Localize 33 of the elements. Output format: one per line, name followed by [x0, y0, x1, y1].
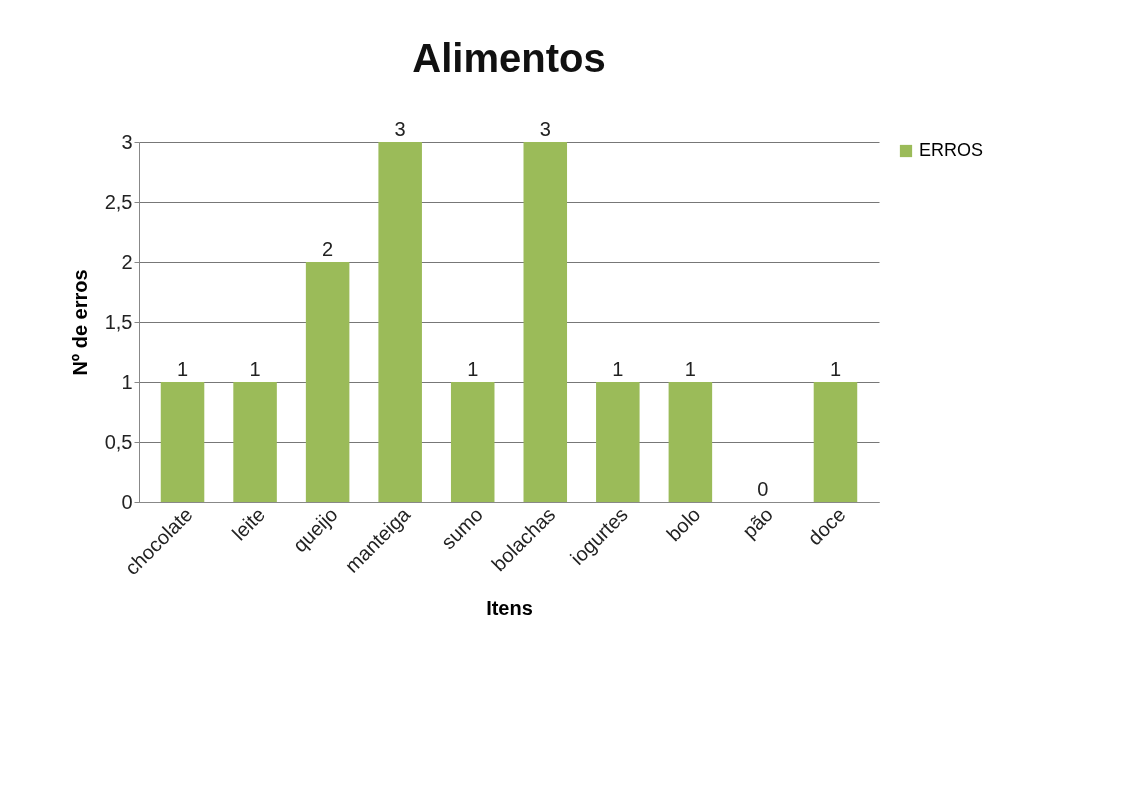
x-tick-label: pão [737, 503, 778, 543]
bar [160, 382, 205, 502]
y-tick-label: 2 [121, 250, 133, 273]
data-label: 1 [467, 358, 479, 380]
data-label: 1 [829, 358, 842, 380]
x-tick-label: bolo [662, 503, 705, 546]
bar [450, 382, 495, 502]
y-tick-label: 0,5 [104, 430, 133, 453]
bar [813, 382, 858, 502]
bar [305, 262, 350, 502]
y-tick-label: 0 [121, 490, 133, 513]
bar [233, 382, 277, 502]
chart-title: Alimentos [412, 36, 606, 80]
data-label: 1 [684, 358, 696, 380]
y-tick-label: 1,5 [104, 310, 133, 333]
bar [668, 382, 713, 502]
bar [523, 142, 568, 502]
data-label: 3 [539, 118, 551, 140]
data-label: 3 [394, 118, 406, 140]
bar [596, 382, 640, 502]
data-label: 0 [757, 478, 769, 500]
x-axis-title: Itens [486, 597, 533, 620]
y-tick-label: 2,5 [104, 190, 133, 213]
data-label: 1 [176, 358, 189, 380]
data-label: 1 [249, 358, 261, 380]
y-tick-label: 3 [121, 130, 133, 153]
legend-label: ERROS [919, 140, 984, 160]
y-tick-label: 1 [121, 370, 133, 393]
bar [378, 142, 422, 502]
data-label: 1 [612, 358, 624, 380]
x-tick-label: leite [227, 503, 270, 545]
y-axis-title: Nº de erros [68, 269, 91, 376]
data-label: 2 [322, 238, 334, 260]
